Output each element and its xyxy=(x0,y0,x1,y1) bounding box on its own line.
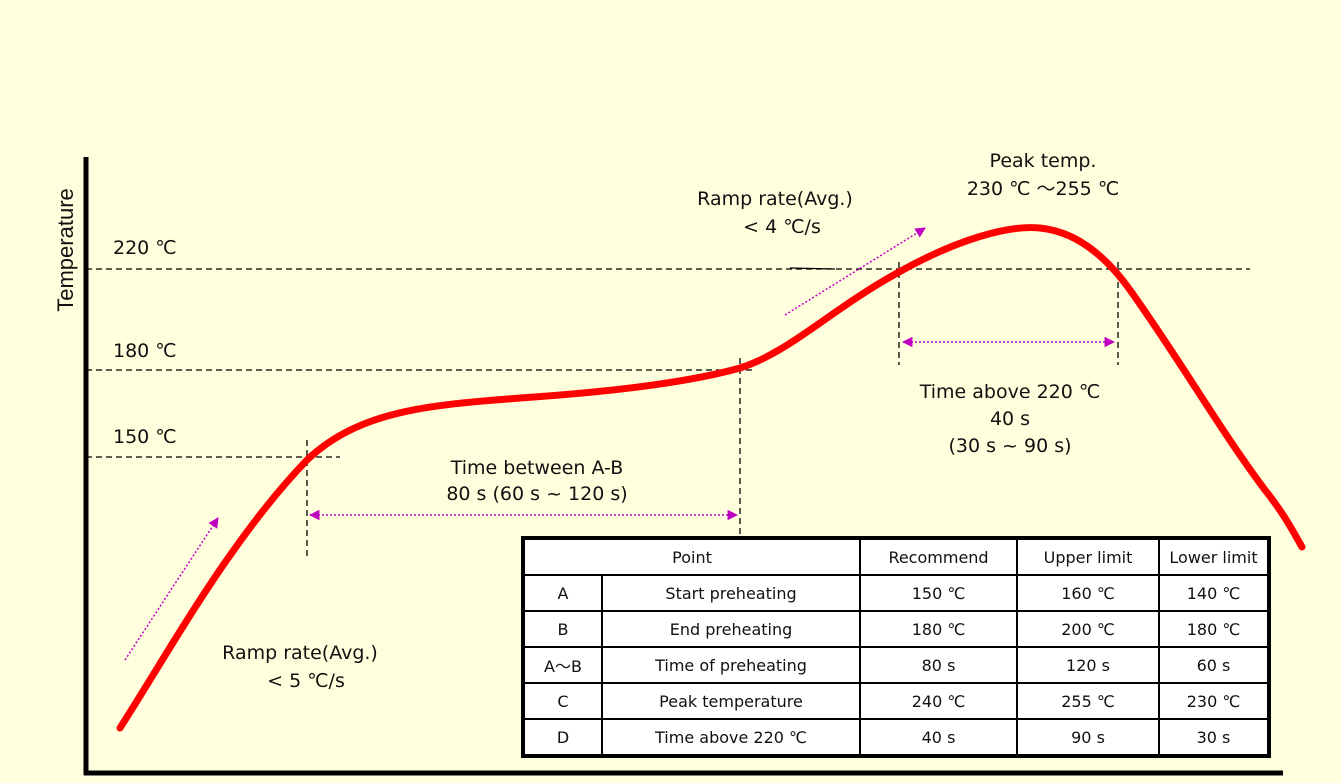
lower-value: 60 s xyxy=(1158,646,1270,684)
point-id: A xyxy=(522,574,603,612)
tangent-line xyxy=(789,267,836,270)
point-desc: Start preheating xyxy=(600,574,862,612)
time-above-title: Time above 220 ℃ xyxy=(919,381,1100,403)
upper-value: 90 s xyxy=(1016,718,1161,757)
point-desc: Peak temperature xyxy=(600,682,862,720)
level-220-label: 220 ℃ xyxy=(113,237,177,259)
time-ab-title: Time between A-B xyxy=(450,457,624,479)
recommend-value: 40 s xyxy=(859,718,1019,757)
upper-value: 120 s xyxy=(1016,646,1161,684)
peak-range: 230 ℃ ～255 ℃ xyxy=(967,178,1119,200)
table-header-row: Point Recommend Upper limit Lower limit xyxy=(521,537,1270,576)
point-id: A～B xyxy=(522,646,603,684)
table-row: A～B Time of preheating 80 s 120 s 60 s xyxy=(522,646,1270,684)
ramp-lower-title: Ramp rate(Avg.) xyxy=(222,642,378,664)
upper-value: 200 ℃ xyxy=(1016,610,1161,648)
header-lower-limit: Lower limit xyxy=(1158,537,1270,576)
table-row: A Start preheating 150 ℃ 160 ℃ 140 ℃ xyxy=(522,574,1270,612)
lower-value: 30 s xyxy=(1158,718,1270,757)
time-above-range: (30 s ~ 90 s) xyxy=(948,435,1071,457)
upper-value: 160 ℃ xyxy=(1016,574,1161,612)
table-row: C Peak temperature 240 ℃ 255 ℃ 230 ℃ xyxy=(522,682,1270,720)
lower-value: 140 ℃ xyxy=(1158,574,1270,612)
recommend-value: 240 ℃ xyxy=(859,682,1019,720)
ramp-upper-title: Ramp rate(Avg.) xyxy=(697,188,853,210)
point-id: D xyxy=(522,718,603,757)
point-id: B xyxy=(522,610,603,648)
recommend-value: 80 s xyxy=(859,646,1019,684)
ramp-upper-value: < 4 ℃/s xyxy=(743,216,821,238)
lower-value: 230 ℃ xyxy=(1158,682,1270,720)
ramp-upper-arrow xyxy=(784,227,926,316)
reflow-spec-table: Point Recommend Upper limit Lower limit … xyxy=(521,536,1271,758)
upper-value: 255 ℃ xyxy=(1016,682,1161,720)
reflow-curve xyxy=(116,224,1306,732)
point-desc: Time of preheating xyxy=(600,646,862,684)
header-recommend: Recommend xyxy=(859,537,1019,576)
peak-title: Peak temp. xyxy=(990,150,1097,172)
point-id: C xyxy=(522,682,603,720)
y-axis-label: Temperature xyxy=(53,188,78,312)
level-150-label: 150 ℃ xyxy=(113,426,177,448)
time-ab-value: 80 s (60 s ~ 120 s) xyxy=(446,483,627,505)
level-180-label: 180 ℃ xyxy=(113,340,177,362)
ramp-lower-value: < 5 ℃/s xyxy=(267,670,345,692)
lower-value: 180 ℃ xyxy=(1158,610,1270,648)
recommend-value: 150 ℃ xyxy=(859,574,1019,612)
point-desc: Time above 220 ℃ xyxy=(600,718,862,757)
header-upper-limit: Upper limit xyxy=(1016,537,1161,576)
ramp-lower-arrow xyxy=(124,517,219,661)
time-above-value: 40 s xyxy=(990,408,1030,430)
table-row: D Time above 220 ℃ 40 s 90 s 30 s xyxy=(522,718,1270,757)
header-point: Point xyxy=(521,537,862,576)
point-desc: End preheating xyxy=(600,610,862,648)
table-row: B End preheating 180 ℃ 200 ℃ 180 ℃ xyxy=(522,610,1270,648)
recommend-value: 180 ℃ xyxy=(859,610,1019,648)
